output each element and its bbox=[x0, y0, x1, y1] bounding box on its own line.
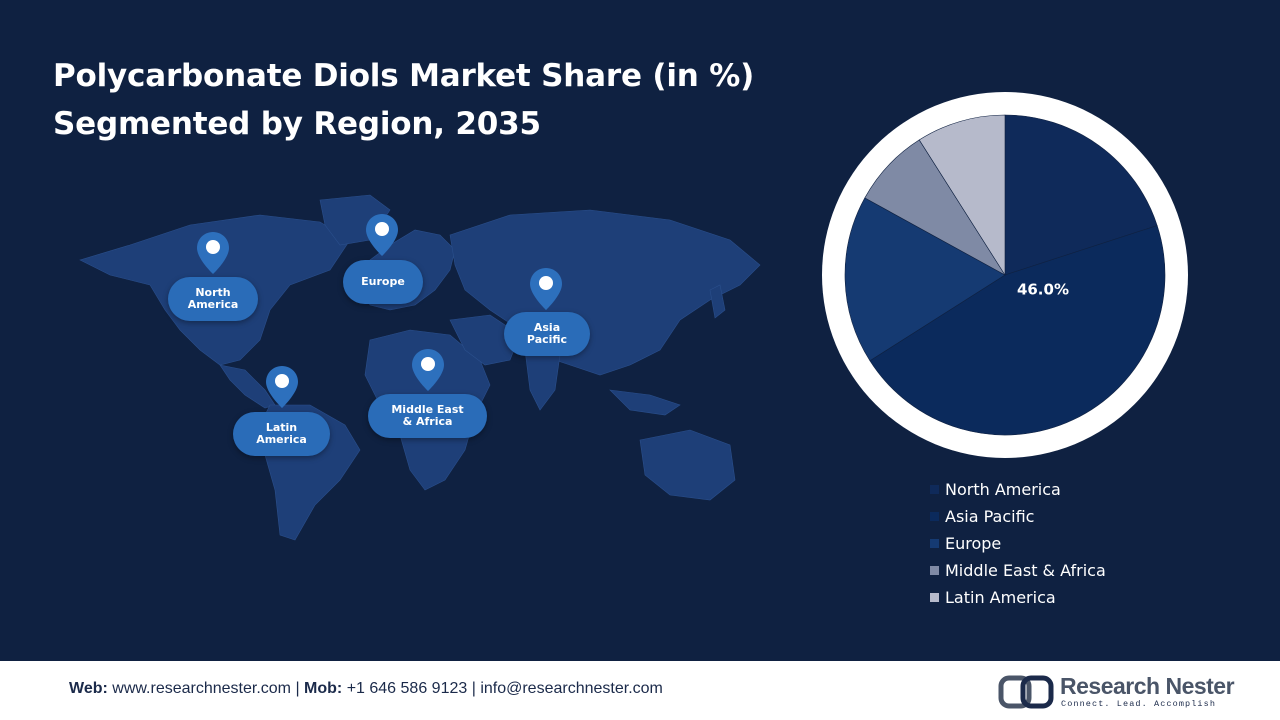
middle-east-landmass bbox=[449, 314, 521, 366]
region-label-text: Asia Pacific bbox=[526, 321, 568, 346]
location-pin-icon bbox=[266, 366, 298, 408]
legend-label: Middle East & Africa bbox=[945, 561, 1106, 580]
region-label-latin-america: Latin America bbox=[233, 412, 330, 456]
legend-item-middle-east-and-africa: Middle East & Africa bbox=[930, 557, 1106, 584]
region-label-middle-east-africa: Middle East & Africa bbox=[368, 394, 487, 438]
legend-swatch bbox=[930, 593, 939, 602]
pie-slice-latin-america bbox=[918, 114, 1006, 277]
logo-mark-icon bbox=[998, 675, 1054, 709]
legend-swatch bbox=[930, 539, 939, 548]
pie-chart-container: 46.0% bbox=[820, 90, 1190, 460]
region-label-text: Middle East & Africa bbox=[391, 403, 464, 428]
pie-slice-north-america bbox=[1004, 114, 1158, 276]
location-pin-icon bbox=[197, 232, 229, 274]
web-label: Web: bbox=[69, 680, 108, 697]
mob-label: Mob: bbox=[304, 680, 343, 697]
research-nester-logo: Research Nester Connect. Lead. Accomplis… bbox=[998, 673, 1235, 711]
legend-swatch bbox=[930, 512, 939, 521]
legend-label: North America bbox=[945, 480, 1061, 499]
region-label-asia-pacific: Asia Pacific bbox=[504, 312, 590, 356]
contact-line: Web: www.researchnester.com | Mob: +1 64… bbox=[69, 680, 663, 698]
page-title: Polycarbonate Diols Market Share (in %) … bbox=[53, 52, 754, 148]
australia-landmass bbox=[639, 429, 736, 501]
chart-legend: North America Asia Pacific Europe Middle Ea… bbox=[930, 476, 1106, 611]
pie-chart: 46.0% bbox=[822, 92, 1188, 458]
email-link[interactable]: info@researchnester.com bbox=[480, 680, 663, 697]
region-label-text: Latin America bbox=[256, 421, 307, 446]
title-line-2: Segmented by Region, 2035 bbox=[53, 106, 541, 142]
separator: | bbox=[291, 680, 305, 697]
pie-slice-asia-pacific bbox=[869, 225, 1166, 436]
logo-tagline: Connect. Lead. Accomplish bbox=[1061, 699, 1217, 709]
legend-swatch bbox=[930, 485, 939, 494]
legend-swatch bbox=[930, 566, 939, 575]
legend-label: Asia Pacific bbox=[945, 507, 1035, 526]
japan-landmass bbox=[709, 284, 726, 319]
location-pin-icon bbox=[412, 349, 444, 391]
region-label-text: North America bbox=[187, 286, 239, 311]
location-pin-icon bbox=[366, 214, 398, 256]
phone-number: +1 646 586 9123 bbox=[342, 680, 468, 697]
india-landmass bbox=[524, 349, 561, 411]
legend-item-asia-pacific: Asia Pacific bbox=[930, 503, 1106, 530]
region-label-north-america: North America bbox=[168, 277, 258, 321]
footer-bar: Web: www.researchnester.com | Mob: +1 64… bbox=[0, 661, 1280, 720]
legend-item-latin-america: Latin America bbox=[930, 584, 1106, 611]
sea-islands-landmass bbox=[609, 389, 681, 416]
web-link[interactable]: www.researchnester.com bbox=[107, 680, 291, 697]
legend-item-north-america: North America bbox=[930, 476, 1106, 503]
legend-label: Europe bbox=[945, 534, 1002, 553]
pie-slice-europe bbox=[844, 197, 1006, 362]
logo-name: Research Nester bbox=[1060, 673, 1235, 699]
region-label-europe: Europe bbox=[343, 260, 423, 304]
pie-data-label-asia-pacific: 46.0% bbox=[1017, 281, 1069, 299]
location-pin-icon bbox=[530, 268, 562, 310]
legend-label: Latin America bbox=[945, 588, 1056, 607]
title-line-1: Polycarbonate Diols Market Share (in %) bbox=[53, 58, 755, 94]
region-label-text: Europe bbox=[361, 275, 405, 288]
legend-item-europe: Europe bbox=[930, 530, 1106, 557]
separator: | bbox=[467, 680, 481, 697]
